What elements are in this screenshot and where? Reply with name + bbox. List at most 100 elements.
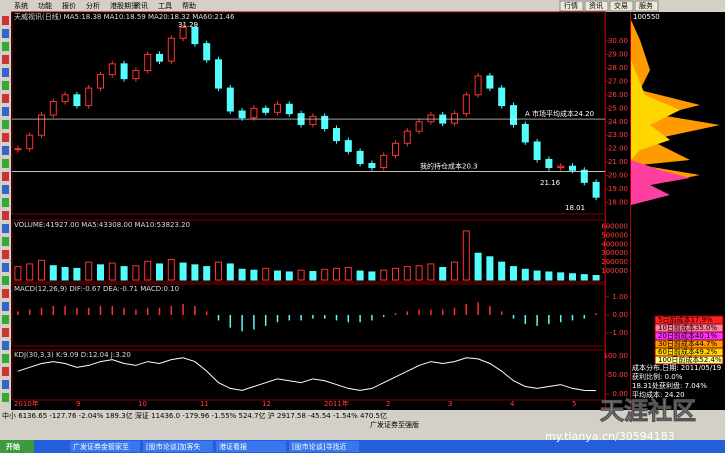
menu-item[interactable]: 帮助 bbox=[182, 1, 196, 10]
volume-bar bbox=[333, 267, 340, 281]
task-item[interactable] bbox=[143, 441, 213, 452]
menu-item[interactable]: 港股期货 bbox=[110, 1, 138, 10]
task-item[interactable] bbox=[70, 441, 140, 452]
task-label[interactable]: [股市论谈]寻找近 bbox=[292, 442, 346, 451]
tool-icon[interactable] bbox=[2, 159, 9, 168]
date-label: 3 bbox=[448, 400, 452, 408]
task-item[interactable] bbox=[216, 441, 286, 452]
tool-icon[interactable] bbox=[2, 341, 9, 350]
tool-icon[interactable] bbox=[2, 185, 9, 194]
tool-icon[interactable] bbox=[2, 107, 9, 116]
volume-bar bbox=[356, 270, 364, 281]
panel-border bbox=[11, 11, 606, 215]
volume-bar bbox=[533, 270, 541, 281]
tool-icon[interactable] bbox=[2, 250, 9, 259]
tool-icon[interactable] bbox=[2, 289, 9, 298]
candle bbox=[144, 53, 152, 72]
tool-icon[interactable] bbox=[2, 224, 9, 233]
tool-icon[interactable] bbox=[2, 42, 9, 51]
task-item[interactable] bbox=[289, 441, 359, 452]
menu-item[interactable]: 系统 bbox=[14, 1, 28, 10]
candle bbox=[451, 113, 458, 124]
tool-icon[interactable] bbox=[2, 328, 9, 337]
panel-title: VOLUME:41927.00 MA5:43308.00 MA10:53823.… bbox=[14, 221, 190, 229]
tool-icon[interactable] bbox=[2, 172, 9, 181]
tool-icon[interactable] bbox=[2, 120, 9, 129]
tool-icon[interactable] bbox=[2, 380, 9, 389]
y-tick-label: 0.00 bbox=[612, 390, 628, 398]
top-button-label[interactable]: 交易 bbox=[614, 1, 628, 10]
task-label[interactable]: [股市论谈]加客失 bbox=[146, 442, 200, 451]
volume-bar bbox=[486, 256, 494, 281]
y-tick-label: 29.00 bbox=[608, 50, 628, 58]
y-tick-label: 26.00 bbox=[608, 91, 628, 99]
tool-icon[interactable] bbox=[2, 276, 9, 285]
volume-bar bbox=[73, 267, 81, 281]
volume-bar bbox=[309, 271, 317, 281]
tool-icon[interactable] bbox=[2, 393, 9, 402]
candle bbox=[132, 70, 140, 80]
candle bbox=[569, 165, 576, 171]
volume-bar bbox=[14, 266, 22, 281]
tool-icon[interactable] bbox=[2, 237, 9, 246]
volume-bar bbox=[557, 272, 565, 281]
date-label: 2010年 bbox=[14, 399, 39, 408]
top-button[interactable] bbox=[634, 0, 659, 12]
start-label[interactable]: 开始 bbox=[6, 442, 20, 451]
tool-icon[interactable] bbox=[2, 315, 9, 324]
top-button[interactable] bbox=[584, 0, 609, 12]
volume-bar bbox=[85, 261, 93, 281]
menu-item[interactable]: 报价 bbox=[62, 1, 76, 10]
menu-item[interactable]: 分析 bbox=[86, 1, 100, 10]
volume-bar bbox=[521, 268, 529, 281]
task-label[interactable]: 港证看报 bbox=[219, 442, 247, 451]
y-tick-label: 100.00 bbox=[604, 352, 629, 360]
tool-icon[interactable] bbox=[2, 354, 9, 363]
candle bbox=[108, 63, 116, 76]
menu-item[interactable]: 功能 bbox=[38, 1, 52, 10]
tool-icon[interactable] bbox=[2, 263, 9, 272]
top-button-label[interactable]: 行情 bbox=[564, 1, 578, 10]
menu-item[interactable]: 工具 bbox=[158, 2, 172, 10]
tool-icon[interactable] bbox=[2, 68, 9, 77]
candle bbox=[486, 75, 494, 89]
volume-bar bbox=[38, 259, 45, 281]
volume-bar bbox=[61, 267, 69, 281]
candle bbox=[415, 121, 423, 132]
tool-icon[interactable] bbox=[2, 302, 9, 311]
volume-bar bbox=[191, 264, 199, 281]
menu-item[interactable]: 资讯 bbox=[134, 1, 148, 10]
tool-icon[interactable] bbox=[2, 29, 9, 38]
volume-bar bbox=[380, 269, 388, 281]
y-tick-label: 25.00 bbox=[608, 104, 628, 112]
tool-icon[interactable] bbox=[2, 146, 9, 155]
volume-bar bbox=[498, 261, 506, 281]
y-tick-label: 19.00 bbox=[608, 185, 628, 193]
candle bbox=[85, 87, 93, 107]
tool-icon[interactable] bbox=[2, 133, 9, 142]
top-button-label[interactable]: 服务 bbox=[639, 1, 653, 10]
y-tick-label: 20.00 bbox=[608, 172, 628, 180]
task-label[interactable]: 广发证券金管家至 bbox=[73, 442, 129, 451]
volume-bar bbox=[120, 266, 128, 281]
y-tick-label: 28.00 bbox=[608, 64, 628, 72]
start-button[interactable] bbox=[0, 440, 34, 453]
tool-icon[interactable] bbox=[2, 16, 9, 25]
annotation: 21.16 bbox=[540, 179, 561, 187]
legend-label: 60日前成本49.2% bbox=[658, 347, 717, 356]
tool-icon[interactable] bbox=[2, 81, 9, 90]
tool-icon[interactable] bbox=[2, 211, 9, 220]
y-tick-label: 0.00 bbox=[612, 311, 628, 319]
tool-icon[interactable] bbox=[2, 55, 9, 64]
top-button[interactable] bbox=[609, 0, 634, 12]
tool-icon[interactable] bbox=[2, 367, 9, 376]
top-button-label[interactable]: 资讯 bbox=[589, 1, 603, 10]
volume-bar bbox=[238, 268, 246, 281]
volume-bar bbox=[179, 262, 187, 281]
chip-info: 成本分布,日期: 2011/05/19 bbox=[632, 363, 721, 372]
tool-icon[interactable] bbox=[2, 198, 9, 207]
tool-icon[interactable] bbox=[2, 94, 9, 103]
top-button[interactable] bbox=[559, 0, 584, 12]
chip-info: 平均成本: 24.20 bbox=[632, 390, 685, 399]
volume-bar bbox=[569, 273, 576, 281]
